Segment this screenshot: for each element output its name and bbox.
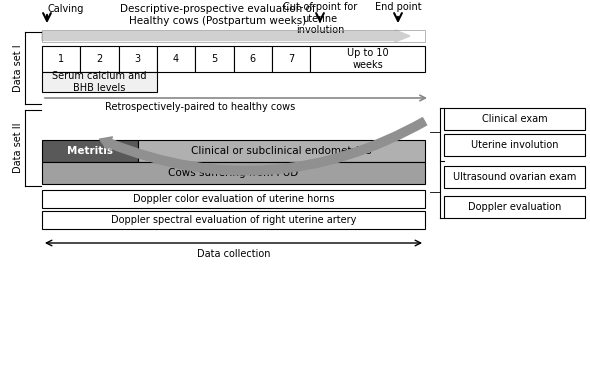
Text: Uterine involution: Uterine involution (471, 140, 558, 150)
Text: Clinical exam: Clinical exam (481, 114, 548, 124)
Text: End point: End point (375, 2, 421, 12)
Text: Doppler color evaluation of uterine horns: Doppler color evaluation of uterine horn… (133, 194, 335, 204)
Text: Doppler evaluation: Doppler evaluation (468, 202, 561, 212)
Bar (444, 108, 585, 130)
Bar (272, 46, 310, 72)
Text: 4: 4 (173, 54, 179, 64)
Bar (42, 30, 425, 42)
Text: Data set I: Data set I (13, 44, 23, 92)
Bar (42, 211, 425, 229)
Text: Up to 10
weeks: Up to 10 weeks (347, 48, 388, 70)
Bar (234, 46, 272, 72)
Text: Serum calcium and
BHB levels: Serum calcium and BHB levels (52, 71, 147, 93)
Text: Doppler spectral evaluation of right uterine artery: Doppler spectral evaluation of right ute… (111, 215, 356, 225)
Bar (119, 46, 157, 72)
Bar (137, 140, 425, 162)
Text: Cows suffering from PUD: Cows suffering from PUD (168, 168, 299, 178)
Text: Calving: Calving (47, 4, 83, 14)
Text: Retrospectively-paired to healthy cows: Retrospectively-paired to healthy cows (105, 102, 295, 112)
Text: Data collection: Data collection (196, 249, 270, 259)
Bar (444, 166, 585, 188)
FancyArrow shape (42, 30, 410, 42)
Bar (444, 196, 585, 218)
Bar (310, 46, 425, 72)
Text: Metritis: Metritis (67, 146, 113, 156)
Text: Data set II: Data set II (13, 123, 23, 173)
Text: 3: 3 (135, 54, 141, 64)
FancyArrowPatch shape (100, 118, 427, 175)
Text: 5: 5 (211, 54, 218, 64)
Text: 7: 7 (288, 54, 294, 64)
Bar (42, 190, 425, 208)
Text: Clinical or subclinical endometritis: Clinical or subclinical endometritis (191, 146, 372, 156)
Bar (444, 134, 585, 156)
Text: Descriptive-prospective evaluation of
Healthy cows (Postpartum weeks): Descriptive-prospective evaluation of He… (120, 4, 316, 26)
Bar (157, 46, 195, 72)
Text: Ultrasound ovarian exam: Ultrasound ovarian exam (453, 172, 576, 182)
Bar (42, 162, 425, 184)
Text: 2: 2 (96, 54, 103, 64)
Bar (42, 72, 157, 92)
Bar (80, 46, 119, 72)
Text: Cut-of point for
uterine
involution: Cut-of point for uterine involution (283, 2, 357, 35)
Text: 1: 1 (58, 54, 64, 64)
Bar (42, 140, 137, 162)
Bar (42, 46, 80, 72)
Text: 6: 6 (250, 54, 255, 64)
Bar (195, 46, 234, 72)
